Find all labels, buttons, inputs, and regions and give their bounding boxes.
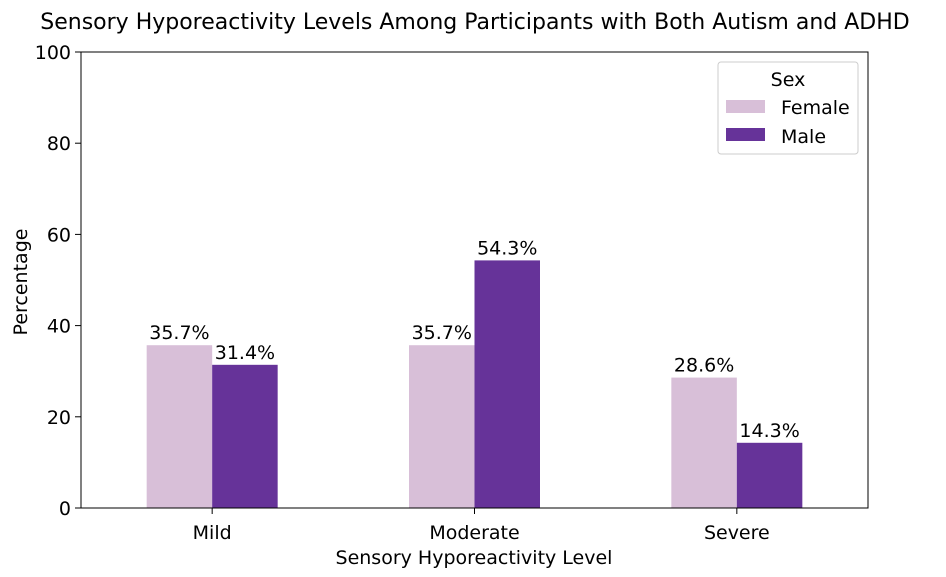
bar-male-mild bbox=[212, 364, 278, 508]
y-tick-label: 0 bbox=[59, 498, 71, 520]
y-tick-label: 100 bbox=[35, 42, 71, 64]
bar-female-moderate bbox=[409, 345, 475, 508]
legend-label-male: Male bbox=[781, 126, 826, 148]
data-label: 54.3% bbox=[477, 237, 537, 259]
y-tick-label: 60 bbox=[47, 224, 71, 246]
legend: Sex Female Male bbox=[717, 61, 859, 155]
chart-title: Sensory Hyporeactivity Levels Among Part… bbox=[40, 10, 909, 35]
y-tick-label: 40 bbox=[47, 316, 71, 338]
y-tick-label: 20 bbox=[47, 407, 71, 429]
data-label: 14.3% bbox=[739, 420, 799, 442]
bar-male-severe bbox=[736, 442, 803, 508]
x-tick-label: Moderate bbox=[429, 522, 519, 544]
data-label: 31.4% bbox=[215, 342, 275, 364]
y-axis-label: Percentage bbox=[10, 229, 32, 336]
legend-swatch-male bbox=[726, 128, 765, 141]
x-tick-label: Severe bbox=[704, 522, 770, 544]
bar-male-moderate bbox=[474, 260, 540, 508]
data-labels-group: 35.7% 31.4% 35.7% 54.3% 28.6% 14.3% bbox=[149, 237, 800, 441]
data-label: 35.7% bbox=[412, 322, 472, 344]
x-tick-label: Mild bbox=[193, 522, 232, 544]
x-axis: Mild Moderate Severe bbox=[193, 508, 770, 544]
legend-swatch-female bbox=[726, 100, 765, 113]
plot-area-frame bbox=[80, 51, 869, 509]
x-axis-label: Sensory Hyporeactivity Level bbox=[336, 547, 613, 569]
bar-female-mild bbox=[146, 345, 213, 508]
bars-group bbox=[146, 260, 803, 508]
data-label: 35.7% bbox=[149, 322, 209, 344]
y-tick-label: 80 bbox=[47, 133, 71, 155]
legend-label-female: Female bbox=[781, 97, 850, 119]
data-label: 28.6% bbox=[674, 355, 734, 377]
legend-title: Sex bbox=[771, 69, 806, 91]
bar-female-severe bbox=[671, 377, 737, 508]
y-axis: 0 20 40 60 80 100 bbox=[35, 42, 81, 520]
